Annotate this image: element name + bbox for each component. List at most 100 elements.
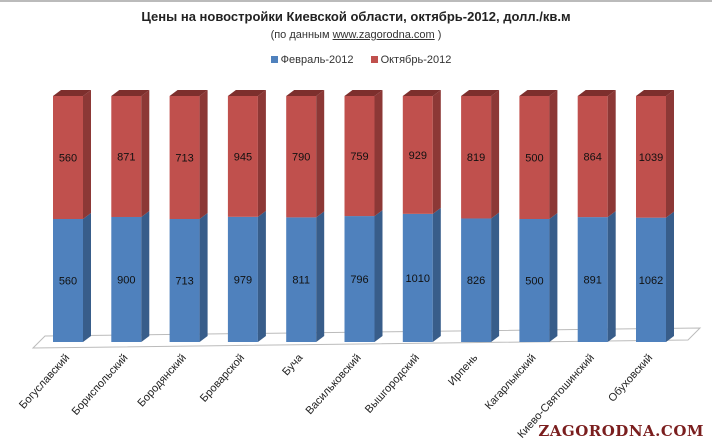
data-label-oct: 713 [175, 153, 193, 165]
data-label-oct: 500 [525, 153, 543, 165]
bar-feb [344, 216, 375, 342]
bar-oct [402, 96, 433, 214]
data-label-feb: 713 [175, 276, 193, 288]
legend-label-feb: Февраль-2012 [280, 54, 354, 66]
legend-swatch-feb [270, 56, 278, 63]
legend-label-oct: Октябрь-2012 [380, 54, 452, 66]
category-label: Буча [280, 351, 306, 378]
category-label: Богуславский [17, 352, 72, 411]
bar-side-feb [141, 210, 150, 342]
bar-oct [111, 96, 142, 217]
data-label-oct: 560 [59, 153, 77, 165]
chart-subtitle: (по данным www.zagorodna.com ) [0, 29, 712, 41]
data-label-feb: 826 [467, 275, 485, 287]
bar-top [111, 90, 150, 96]
bar-side-feb [432, 207, 441, 342]
subtitle-suffix: ) [434, 29, 442, 41]
bar-top [577, 90, 616, 96]
legend: Февраль-2012 Октябрь-2012 [0, 54, 712, 66]
bar-side-feb [374, 210, 383, 342]
bar-side-oct [549, 90, 558, 219]
category-label: Броварской [198, 352, 247, 405]
bar-feb [227, 216, 258, 342]
bar-top [227, 90, 266, 96]
bar-top [636, 90, 674, 96]
bar-feb [577, 217, 608, 342]
bar-feb [519, 219, 550, 342]
category-label: Васильковский [304, 352, 364, 417]
bar-top [461, 90, 500, 96]
bar-oct [577, 96, 608, 218]
data-label-feb: 900 [117, 274, 135, 286]
category-label: Кагарлыкский [483, 352, 539, 412]
bar-oct [227, 96, 258, 217]
data-label-feb: 979 [234, 274, 252, 286]
bar-oct [461, 96, 492, 219]
bar-side-oct [141, 90, 150, 217]
bar-oct [169, 96, 200, 219]
bar-feb [111, 216, 142, 342]
data-label-oct: 790 [292, 152, 310, 164]
bar-side-oct [199, 90, 208, 219]
data-label-feb: 1062 [639, 275, 663, 287]
bar-feb [286, 217, 317, 342]
chart-title: Цены на новостройки Киевской области, ок… [141, 9, 571, 24]
bar-side-oct [83, 90, 91, 219]
data-label-feb: 811 [292, 275, 310, 287]
source-link[interactable]: www.zagorodna.com [332, 29, 435, 41]
data-label-oct: 929 [409, 150, 427, 162]
bar-oct [519, 96, 550, 219]
bar-side-oct [316, 90, 325, 218]
bar-side-oct [432, 90, 441, 214]
data-label-feb: 891 [584, 275, 602, 287]
bar-side-feb [607, 211, 616, 342]
bar-oct [344, 96, 375, 217]
data-label-oct: 864 [584, 152, 602, 164]
data-label-oct: 759 [350, 151, 368, 163]
bar-feb [169, 219, 200, 342]
bar-side-oct [374, 90, 383, 217]
subtitle-prefix: (по данным [270, 29, 333, 41]
data-label-oct: 819 [467, 152, 485, 164]
category-label: Ирпень [446, 352, 480, 388]
bar-side-feb [316, 211, 325, 342]
bar-side-oct [607, 90, 616, 218]
bar-side-feb [257, 210, 266, 342]
bar-top [344, 90, 383, 96]
data-label-feb: 796 [350, 274, 368, 286]
category-label: Вышгородский [363, 352, 422, 416]
data-label-feb: 500 [525, 276, 543, 288]
bar-side-feb [199, 213, 208, 342]
bar-top [169, 90, 208, 96]
watermark-logo: ZAGORODNA.COM [538, 422, 704, 440]
bar-feb [53, 219, 83, 342]
data-label-oct: 1039 [639, 152, 663, 164]
bar-feb [402, 213, 433, 342]
data-label-oct: 945 [234, 151, 252, 163]
bar-side-feb [491, 212, 500, 342]
data-label-feb: 560 [59, 276, 77, 288]
data-label-feb: 1010 [406, 273, 430, 285]
bar-top [53, 90, 91, 96]
bar-side-feb [549, 213, 558, 342]
bar-feb [636, 217, 666, 342]
bar-side-feb [83, 213, 91, 342]
bar-oct [636, 96, 666, 218]
bar-side-oct [491, 90, 500, 219]
category-label: Обуховский [606, 352, 655, 405]
bar-side-oct [257, 90, 266, 217]
bar-oct [53, 96, 83, 219]
category-label: Бородянский [135, 352, 188, 409]
bar-feb [461, 218, 492, 342]
bar-top [286, 90, 325, 96]
bar-top [519, 90, 558, 96]
legend-swatch-oct [370, 56, 378, 63]
category-label: Бориспольский [70, 352, 131, 418]
data-label-oct: 871 [117, 151, 135, 163]
bar-top [402, 90, 441, 96]
bar-oct [286, 96, 317, 218]
bar-side-oct [666, 90, 674, 218]
bar-side-feb [666, 211, 674, 342]
